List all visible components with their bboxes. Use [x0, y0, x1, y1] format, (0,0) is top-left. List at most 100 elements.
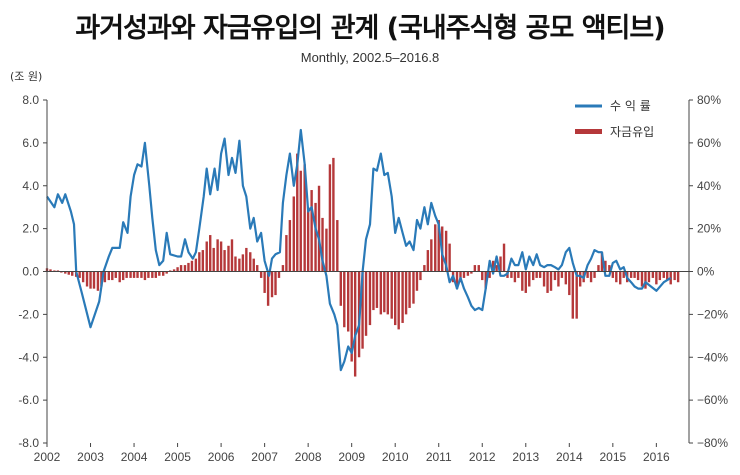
bar-mark	[538, 271, 542, 278]
bar-mark	[524, 271, 527, 293]
bar-mark	[419, 271, 422, 281]
right-tick-label: 20%	[697, 222, 721, 236]
x-tick-label: 2011	[426, 450, 452, 464]
bar-mark	[85, 271, 89, 287]
bar-mark	[542, 271, 546, 287]
bar-mark	[481, 271, 484, 281]
bar-mark	[78, 271, 81, 278]
right-tick-label: 0%	[697, 265, 715, 279]
x-tick-label: 2013	[512, 450, 539, 464]
bar-mark	[560, 271, 564, 278]
bar-mark	[234, 256, 237, 272]
bar-mark	[296, 153, 299, 272]
bar-mark	[611, 271, 615, 278]
x-tick-label: 2008	[295, 450, 322, 464]
bar-mark	[615, 271, 618, 283]
left-tick-label: 4.0	[22, 179, 39, 193]
bar-mark	[89, 271, 92, 289]
bar-mark	[172, 269, 176, 272]
legend-label-inflow: 자금유입	[610, 125, 654, 139]
x-tick-label: 2010	[382, 450, 409, 464]
bar-mark	[462, 271, 466, 278]
x-tick-label: 2009	[338, 450, 365, 464]
bar-mark	[259, 271, 263, 278]
bar-mark	[281, 265, 285, 272]
bar-mark	[666, 271, 669, 281]
bar-mark	[575, 271, 578, 319]
bar-mark	[194, 258, 198, 272]
bar-mark	[608, 265, 611, 272]
bar-mark	[328, 164, 332, 272]
bar-mark	[353, 271, 357, 377]
bar-mark	[484, 271, 487, 289]
bar-mark	[364, 271, 368, 336]
bar-mark	[198, 252, 201, 272]
bar-mark	[223, 250, 226, 272]
bar-mark	[586, 271, 589, 278]
bar-mark	[495, 265, 498, 272]
bar-mark	[662, 271, 665, 278]
bar-mark	[546, 271, 549, 293]
bar-mark	[143, 271, 147, 281]
bar-mark	[386, 271, 389, 315]
bar-mark	[578, 271, 582, 287]
left-axis-unit-label: (조 원)	[10, 70, 43, 83]
bar-mark	[256, 265, 259, 272]
bar-mark	[531, 271, 535, 281]
bar-mark	[147, 271, 150, 278]
bar-mark	[549, 271, 553, 291]
bar-mark	[179, 265, 183, 272]
x-tick-label: 2016	[643, 450, 670, 464]
bar-mark	[274, 271, 277, 296]
bar-mark	[67, 271, 70, 275]
bar-mark	[383, 271, 386, 313]
bar-mark	[347, 271, 350, 332]
bar-mark	[593, 271, 596, 278]
bar-mark	[564, 271, 568, 285]
x-tick-label: 2007	[251, 450, 278, 464]
bar-mark	[375, 271, 379, 308]
bar-mark	[470, 271, 473, 274]
bar-mark	[158, 271, 161, 276]
bar-mark	[201, 250, 205, 272]
legend-label-return: 수 익 률	[610, 99, 651, 113]
bar-mark	[510, 271, 513, 278]
bar-mark	[343, 271, 346, 328]
bar-mark	[270, 271, 274, 298]
bar-mark	[600, 252, 604, 272]
left-tick-label: 8.0	[22, 93, 39, 107]
bar-mark	[107, 271, 111, 281]
bar-mark	[288, 220, 292, 272]
bar-mark	[212, 247, 215, 272]
bar-mark	[219, 241, 223, 272]
bar-mark	[56, 270, 60, 272]
bar-mark	[187, 262, 190, 272]
left-tick-label: 0.0	[22, 265, 39, 279]
right-tick-label: −80%	[697, 436, 728, 450]
right-tick-label: −60%	[697, 393, 728, 407]
bar-mark	[64, 271, 67, 274]
bar-mark	[209, 235, 212, 272]
bar-mark	[136, 271, 139, 278]
x-tick-label: 2003	[77, 450, 104, 464]
bar-mark	[513, 271, 517, 283]
bar-mark	[636, 271, 640, 281]
return-series-line	[46, 128, 672, 372]
bar-mark	[401, 271, 404, 323]
left-tick-label: -4.0	[18, 350, 39, 364]
bar-mark	[372, 271, 375, 311]
bar-mark	[121, 271, 125, 281]
bar-mark	[444, 230, 448, 272]
bar-mark	[249, 252, 252, 272]
bar-mark	[299, 170, 302, 272]
bar-mark	[517, 271, 520, 278]
bar-mark	[263, 271, 266, 293]
bar-mark	[132, 271, 136, 278]
bar-mark	[633, 271, 636, 278]
bar-mark	[183, 265, 187, 272]
bar-mark	[473, 265, 477, 272]
bar-mark	[676, 271, 680, 283]
bar-mark	[521, 271, 524, 291]
bar-mark	[49, 269, 52, 272]
bar-mark	[303, 164, 306, 272]
